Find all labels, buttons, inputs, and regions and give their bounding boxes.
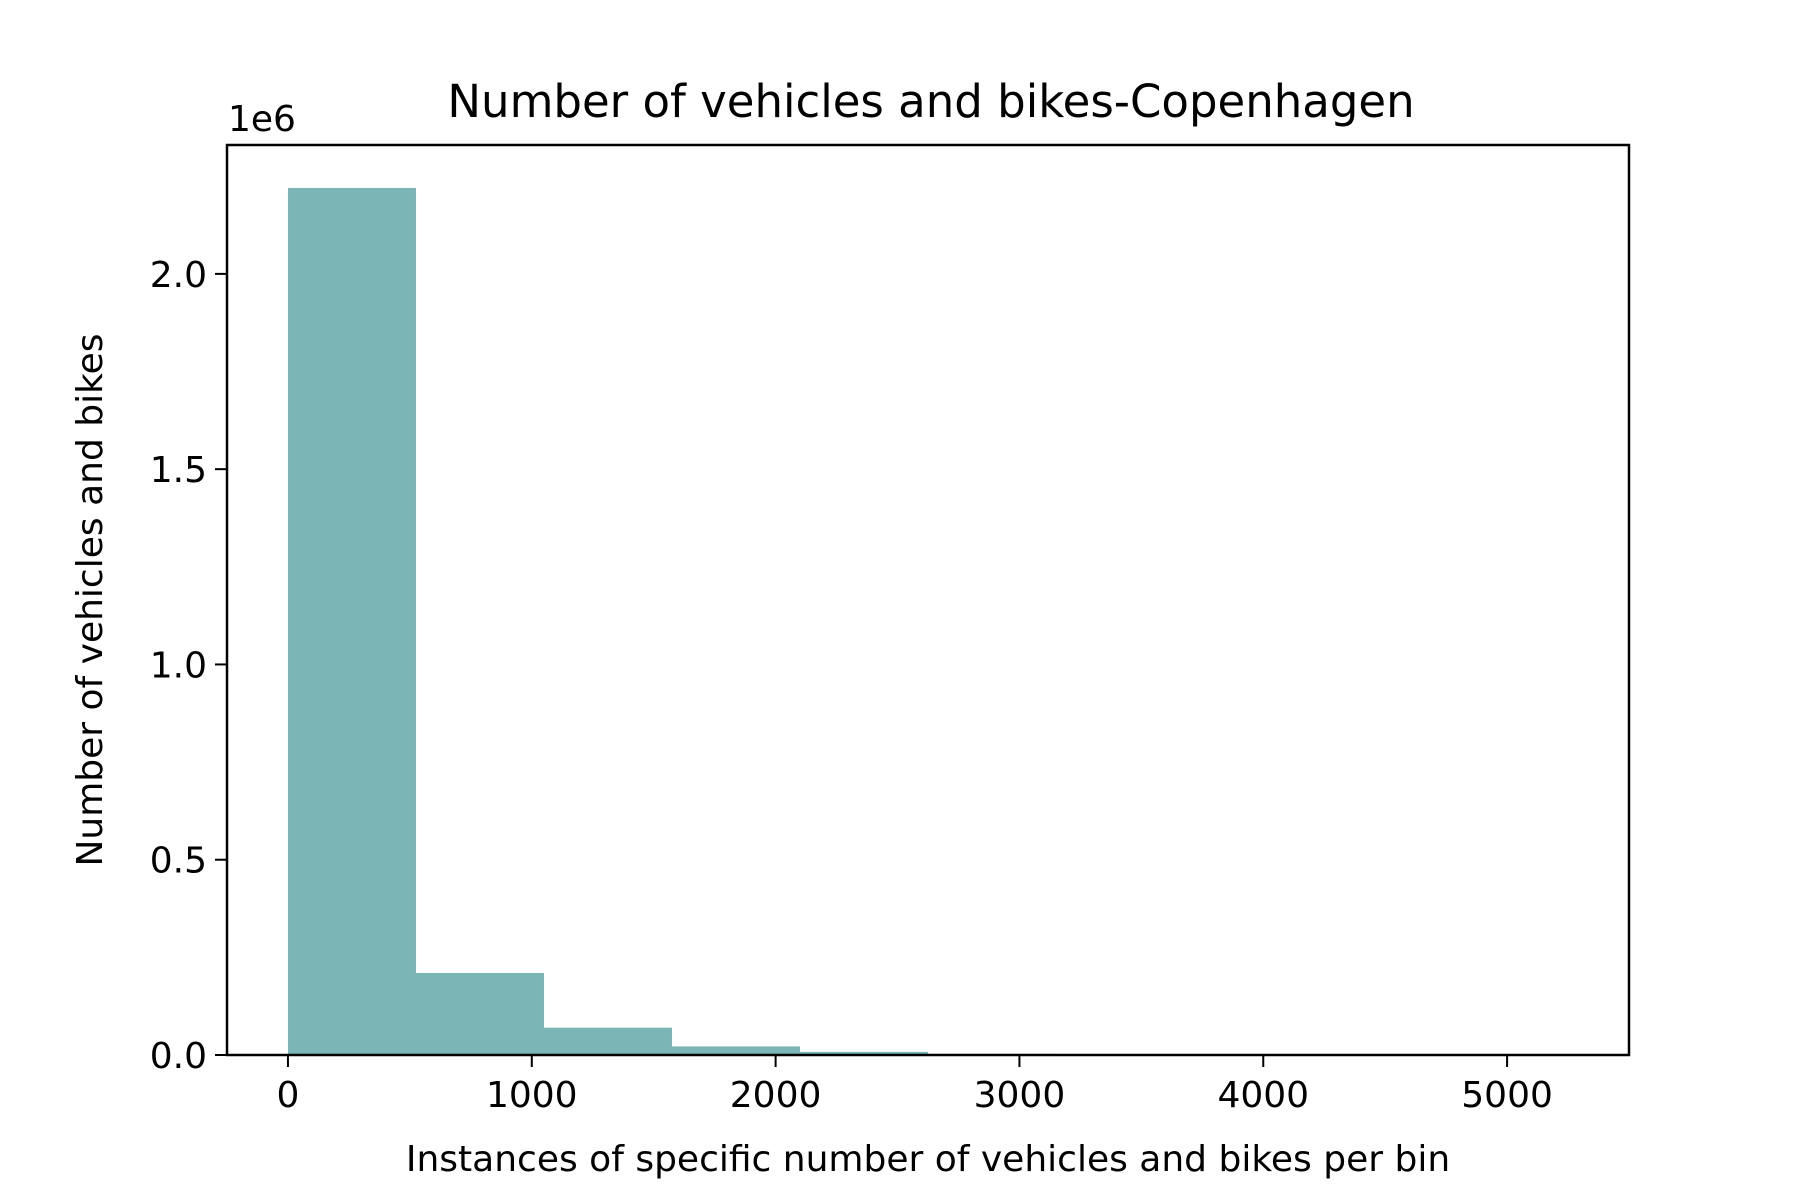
x-tick-label: 5000 [1461,1075,1553,1116]
histogram-bar [415,972,544,1055]
y-offset-label: 1e6 [228,99,296,140]
x-tick-label: 3000 [974,1075,1066,1116]
plot-frame [225,143,1631,1057]
x-tick-label: 1000 [486,1075,578,1116]
x-tick-label: 2000 [730,1075,822,1116]
x-axis-ticks: 0 1000 2000 3000 4000 5000 [277,1055,1553,1116]
y-tick-label: 1.0 [150,645,207,686]
y-tick-label: 2.0 [150,255,207,296]
x-tick-label: 4000 [1217,1075,1309,1116]
bars-group [287,187,1569,1056]
chart-title: Number of vehicles and bikes-Copenhagen [447,75,1414,128]
y-tick-label: 0.0 [150,1036,207,1077]
y-tick-label: 0.5 [150,841,207,882]
y-axis-label: Number of vehicles and bikes [70,333,111,866]
histogram-bar [799,1051,928,1055]
histogram-bar [671,1046,800,1055]
histogram-bar [543,1027,672,1055]
x-tick-label: 0 [277,1075,300,1116]
y-tick-label: 1.5 [150,450,207,491]
y-axis-ticks: 0.0 0.5 1.0 1.5 2.0 [150,255,227,1077]
histogram-bar [287,187,416,1056]
x-axis-label: Instances of specific number of vehicles… [406,1139,1450,1180]
